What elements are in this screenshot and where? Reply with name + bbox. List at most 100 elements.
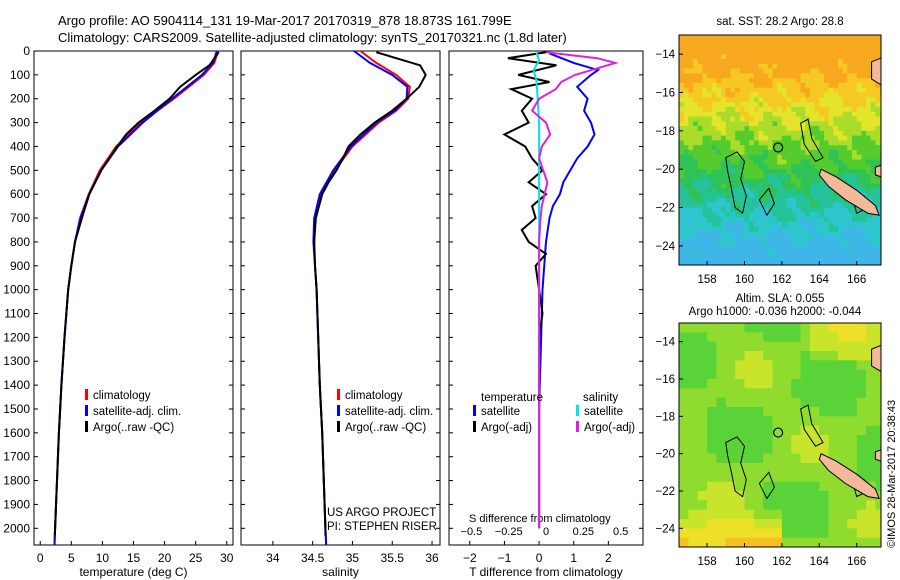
legend-label: satellite [584, 406, 623, 418]
map-y-tick-label: −18 [655, 411, 675, 423]
y-tick-label: 1200 [3, 330, 30, 344]
legend-swatch [473, 405, 476, 416]
vanuatu-island [871, 57, 881, 86]
reef-contour [800, 118, 824, 163]
y-tick-label: 100 [10, 68, 30, 82]
map-x-tick-label: 164 [810, 556, 830, 568]
sst-map-title: sat. SST: 28.2 Argo: 28.8 [716, 16, 843, 28]
profile-panel-frame-3 [448, 50, 644, 546]
map-y-tick-label: −24 [655, 241, 675, 253]
legend-label: satellite [481, 406, 520, 418]
map-y-tick-label: −18 [655, 126, 675, 138]
series-line-argo--adj- [502, 51, 557, 529]
series-line-argo---raw--qc- [313, 51, 427, 536]
argo-float-marker [773, 427, 784, 438]
x-tick-label: 35 [346, 551, 360, 565]
map-x-tick-label: 166 [847, 556, 866, 568]
reef-contour [800, 404, 824, 447]
y-tick-label: 300 [10, 116, 30, 130]
legend-label: satellite-adj. clim. [93, 406, 181, 418]
y-tick-label: 1100 [4, 307, 30, 321]
x-tick-label: 34 [266, 551, 280, 565]
x-tick-label: 35.5 [381, 551, 405, 565]
legend-label: climatology [93, 390, 151, 402]
legend-swatch [85, 389, 88, 400]
x-tick-label: 15 [127, 551, 141, 565]
y-tick-label: 900 [10, 259, 30, 273]
top-x-tick-label: −0.5 [461, 526, 483, 538]
x-tick-label: 20 [158, 551, 172, 565]
island [874, 164, 881, 178]
x-tick-label: 5 [68, 551, 75, 565]
y-tick-label: 500 [10, 163, 30, 177]
top-x-tick-label: 0.25 [573, 526, 594, 538]
figure-title-line2: Climatology: CARS2009. Satellite-adjuste… [58, 30, 567, 45]
credit-text: ©IMOS 28-Mar-2017 20:38:43 [886, 400, 898, 548]
map-x-tick-label: 162 [772, 556, 791, 568]
legend-swatch [85, 405, 88, 416]
sla-map-frame [678, 322, 882, 548]
project-text: US ARGO PROJECT [327, 507, 436, 519]
x-tick-label: 25 [189, 551, 203, 565]
x-tick-label: 30 [220, 551, 234, 565]
x-axis-label: temperature (deg C) [79, 565, 187, 579]
x-tick-label: 0 [536, 551, 543, 565]
figure-title-line1: Argo profile: AO 5904114_131 19-Mar-2017… [58, 13, 512, 28]
map-y-tick-label: −14 [655, 49, 675, 61]
map-y-tick-label: −20 [655, 164, 675, 176]
y-tick-label: 700 [10, 211, 30, 225]
legend-label: Argo(-adj) [481, 422, 532, 434]
legend-label: Argo(..raw -QC) [345, 422, 426, 434]
y-tick-label: 1300 [3, 354, 30, 368]
map-y-tick-label: −16 [655, 374, 675, 386]
reef-contour [725, 436, 747, 498]
map-x-tick-label: 164 [810, 274, 830, 286]
map-x-tick-label: 162 [772, 274, 791, 286]
x-tick-label: 0 [37, 551, 44, 565]
x-tick-label: 34.5 [301, 551, 325, 565]
reef-contour [758, 471, 775, 500]
series-line-satellite-adj--clim- [312, 50, 409, 546]
x-tick-label: −1 [498, 551, 512, 565]
legend-swatch [337, 421, 340, 432]
y-tick-label: 1700 [3, 450, 30, 464]
series-line-climatology [313, 50, 411, 546]
map-y-tick-label: −24 [655, 523, 675, 535]
map-x-tick-label: 166 [847, 274, 866, 286]
y-tick-label: 1500 [3, 402, 30, 416]
x-tick-label: 1 [570, 551, 577, 565]
sst-map-field [679, 35, 881, 265]
x-axis-label: salinity [322, 565, 359, 579]
series-line-satellite [538, 52, 601, 529]
map-x-tick-label: 160 [735, 556, 754, 568]
legend-swatch [85, 421, 88, 432]
legend-title-temperature: temperature [481, 392, 543, 404]
x-axis-label: T difference from climatology [469, 565, 623, 579]
sla-map-field [679, 323, 881, 547]
map-y-tick-label: −14 [655, 337, 675, 349]
top-x-tick-label: 0.5 [613, 526, 628, 538]
map-x-tick-label: 158 [697, 274, 716, 286]
y-tick-label: 200 [10, 92, 30, 106]
x-tick-label: 36 [425, 551, 439, 565]
series-line-argo---raw--qc- [53, 51, 220, 536]
map-y-tick-label: −20 [655, 449, 675, 461]
y-tick-label: 2000 [3, 521, 30, 535]
y-tick-label: 1400 [3, 378, 30, 392]
map-y-tick-label: −22 [655, 203, 675, 215]
profile-panel-frame-1 [33, 50, 234, 546]
y-tick-label: 0 [23, 44, 30, 58]
reef-contour [725, 151, 747, 215]
x-tick-label: −2 [463, 551, 477, 565]
pi-text: PI: STEPHEN RISER [327, 521, 437, 533]
y-tick-label: 1800 [3, 474, 30, 488]
x-tick-label: 2 [605, 551, 612, 565]
top-x-tick-label: −0.25 [495, 526, 523, 538]
reef-contour [758, 187, 775, 217]
map-x-tick-label: 160 [735, 274, 754, 286]
argo-float-marker [773, 142, 784, 153]
sst-map-frame [678, 34, 882, 266]
top-x-tick-label: 0 [543, 526, 549, 538]
x-tick-label: 10 [96, 551, 110, 565]
sla-map-title: Altim. SLA: 0.055 [736, 293, 825, 305]
